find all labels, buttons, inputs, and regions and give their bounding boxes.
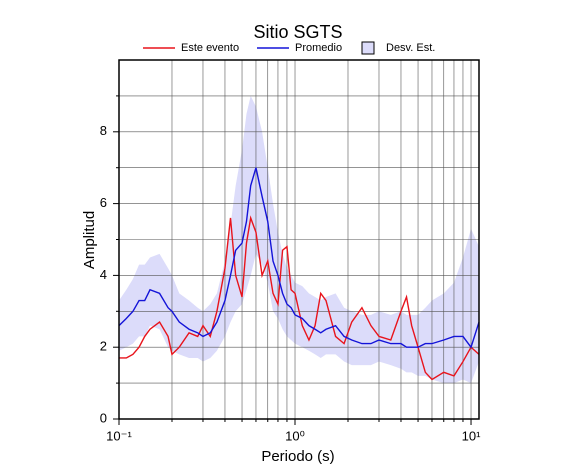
x-axis-label: Periodo (s) bbox=[261, 448, 334, 465]
y-tick-label: 4 bbox=[100, 267, 107, 282]
series-line bbox=[119, 215, 480, 381]
y-tick-label: 2 bbox=[100, 339, 107, 354]
legend-label: Este evento bbox=[181, 42, 239, 54]
legend-swatch bbox=[361, 41, 375, 55]
chart-title: Sitio SGTS bbox=[253, 22, 342, 42]
legend-label: Promedio bbox=[295, 42, 342, 54]
y-tick-label: 8 bbox=[100, 123, 107, 138]
x-tick-label: 10⁰ bbox=[285, 428, 305, 443]
x-tick-label: 10¹ bbox=[462, 428, 481, 443]
x-tick-label: 10⁻¹ bbox=[106, 428, 132, 443]
y-tick-label: 6 bbox=[100, 195, 107, 210]
legend-label: Desv. Est. bbox=[386, 42, 435, 54]
series-line bbox=[118, 167, 480, 349]
y-tick-label: 0 bbox=[100, 410, 107, 425]
y-axis-label: Amplitud bbox=[81, 211, 98, 269]
